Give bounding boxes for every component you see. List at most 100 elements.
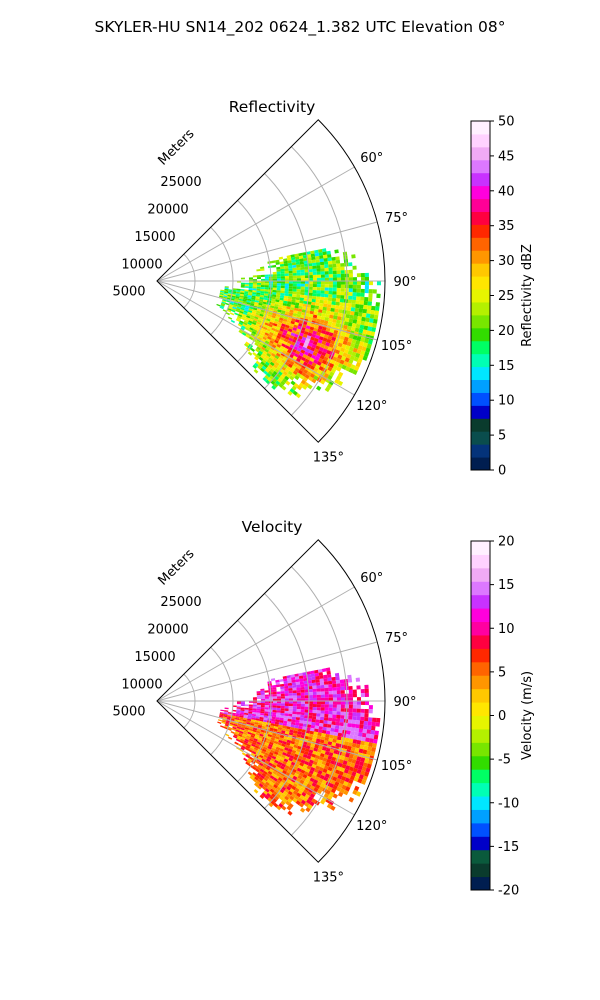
echo-cell bbox=[233, 722, 238, 725]
echo-cell bbox=[236, 737, 241, 741]
echo-cell bbox=[289, 360, 295, 366]
echo-cell bbox=[293, 382, 299, 388]
echo-cell bbox=[279, 317, 284, 321]
echo-cell bbox=[360, 337, 366, 343]
echo-cell bbox=[341, 784, 347, 790]
echo-cell bbox=[318, 672, 324, 676]
echo-cell bbox=[260, 274, 265, 278]
echo-cell bbox=[254, 362, 259, 368]
precip-field bbox=[217, 667, 381, 816]
echo-cell bbox=[248, 706, 253, 709]
echo-cell bbox=[262, 723, 267, 727]
echo-cell bbox=[307, 715, 313, 719]
echo-cell bbox=[328, 287, 333, 292]
echo-cell bbox=[321, 313, 326, 318]
echo-cell bbox=[289, 388, 295, 394]
colorbar-tick-label: 25 bbox=[498, 289, 515, 304]
echo-cell bbox=[335, 721, 340, 726]
echo-cell bbox=[284, 273, 289, 277]
echo-cell bbox=[373, 314, 379, 320]
echo-cell bbox=[364, 701, 369, 706]
bearing-tick-label: 90° bbox=[393, 695, 416, 710]
colorbar-segment bbox=[471, 340, 490, 355]
echo-cell bbox=[309, 310, 315, 315]
echo-cell bbox=[299, 787, 305, 792]
colorbar-segment bbox=[471, 392, 490, 406]
echo-cell bbox=[288, 275, 293, 279]
echo-cell bbox=[271, 745, 277, 749]
echo-cell bbox=[300, 263, 305, 268]
echo-cell bbox=[354, 311, 359, 317]
echo-cell bbox=[262, 746, 268, 751]
echo-cell bbox=[240, 746, 245, 751]
colorbar-segment bbox=[471, 276, 490, 290]
echo-cell bbox=[295, 751, 301, 756]
echo-cell bbox=[271, 260, 276, 264]
echo-cell bbox=[312, 274, 317, 279]
echo-cell bbox=[319, 774, 325, 780]
echo-cell bbox=[331, 260, 337, 265]
echo-cell bbox=[311, 676, 316, 681]
echo-cell bbox=[292, 288, 297, 292]
echo-cell bbox=[264, 355, 270, 360]
echo-cell bbox=[305, 338, 311, 343]
echo-cell bbox=[286, 303, 291, 307]
echo-cell bbox=[302, 251, 307, 256]
echo-cell bbox=[288, 267, 293, 271]
echo-cell bbox=[291, 785, 297, 791]
echo-cell bbox=[263, 295, 268, 299]
echo-cell bbox=[351, 322, 357, 328]
echo-cell bbox=[307, 376, 314, 382]
echo-cell bbox=[319, 255, 324, 260]
echo-cell bbox=[272, 271, 277, 275]
bearing-tick-label: 75° bbox=[385, 211, 408, 226]
bearing-line bbox=[156, 586, 355, 702]
echo-cell bbox=[312, 691, 317, 696]
echo-cell bbox=[316, 694, 321, 698]
echo-cell bbox=[236, 317, 241, 321]
echo-cell bbox=[284, 701, 289, 704]
echo-cell bbox=[272, 732, 277, 737]
echo-cell bbox=[250, 301, 255, 304]
colorbar-segment bbox=[471, 172, 490, 187]
echo-cell bbox=[363, 351, 370, 357]
echo-cell bbox=[276, 276, 281, 279]
echo-cell bbox=[306, 775, 312, 781]
echo-cell bbox=[309, 339, 314, 344]
echo-cell bbox=[284, 375, 290, 381]
echo-cell bbox=[241, 315, 247, 319]
echo-cell bbox=[243, 297, 248, 301]
echo-cell bbox=[340, 775, 347, 782]
echo-cell bbox=[340, 288, 345, 292]
range-tick-label: 20000 bbox=[147, 623, 188, 638]
echo-cell bbox=[336, 287, 341, 292]
colorbar-tick-label: 30 bbox=[498, 254, 515, 269]
echo-cell bbox=[227, 294, 232, 297]
echo-cell bbox=[308, 712, 313, 716]
echo-cell bbox=[263, 744, 269, 749]
echo-cell bbox=[300, 326, 306, 332]
echo-cell bbox=[320, 736, 326, 741]
echo-cell bbox=[217, 721, 222, 725]
echo-cell bbox=[284, 698, 289, 701]
echo-cell bbox=[280, 701, 285, 704]
echo-cell bbox=[307, 342, 313, 347]
echo-cell bbox=[304, 340, 310, 346]
echo-cell bbox=[280, 800, 286, 806]
echo-cell bbox=[374, 310, 379, 316]
echo-cell bbox=[235, 309, 240, 313]
echo-cell bbox=[251, 741, 257, 746]
echo-cell bbox=[312, 330, 318, 335]
echo-cell bbox=[277, 306, 283, 311]
colorbar-segment bbox=[471, 146, 490, 161]
echo-cell bbox=[246, 722, 251, 725]
echo-cell bbox=[304, 706, 309, 710]
radial-axis-label: Meters bbox=[156, 546, 198, 588]
echo-cell bbox=[320, 329, 326, 335]
echo-cell bbox=[349, 355, 356, 361]
echo-cell bbox=[356, 296, 361, 301]
echo-cell bbox=[226, 297, 231, 300]
echo-cell bbox=[352, 288, 357, 293]
echo-cell bbox=[257, 778, 262, 784]
echo-cell bbox=[345, 366, 351, 372]
